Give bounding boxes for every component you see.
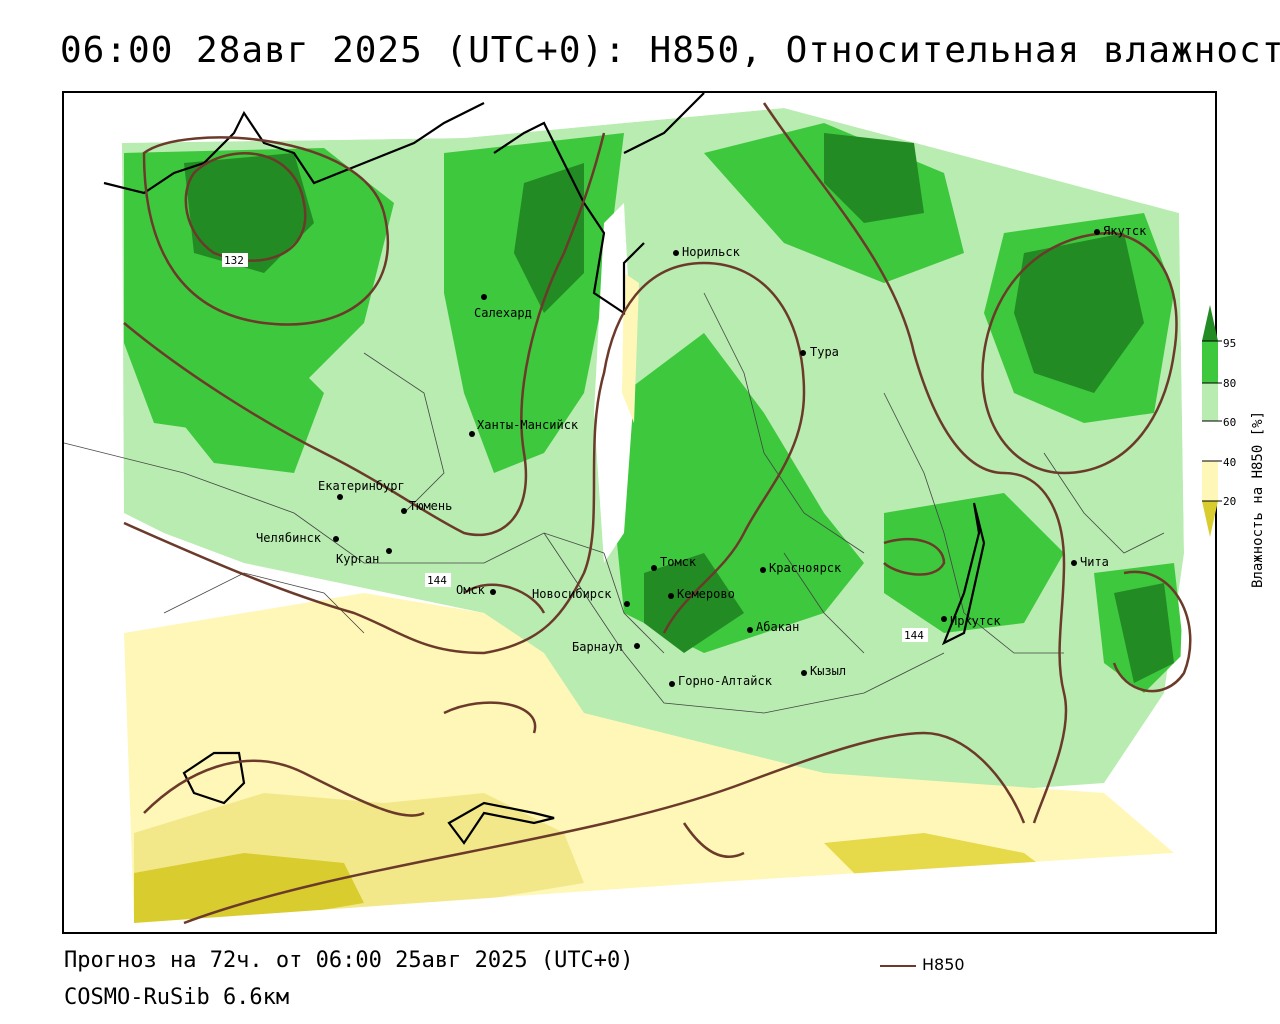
chart-title: 06:00 28авг 2025 (UTC+0): Н850, Относите… <box>60 30 1280 71</box>
city-label: Кызыл <box>810 664 846 678</box>
city-label: Тюмень <box>409 499 452 513</box>
city-tura: Тура <box>800 345 839 359</box>
city-label: Кемерово <box>677 587 735 601</box>
city-khanty-mansiysk: Ханты-Мансийск <box>469 418 579 437</box>
city-label: Барнаул <box>572 640 623 654</box>
city-tyumen: Тюмень <box>401 499 452 514</box>
city-label: Тура <box>810 345 839 359</box>
city-yakutsk: Якутск <box>1094 224 1147 238</box>
city-dot <box>481 294 487 300</box>
city-dot <box>624 601 630 607</box>
city-dot <box>801 670 807 676</box>
city-markers: Норильск Якутск Салехард Тура Ханты-Манс… <box>256 224 1147 688</box>
city-dot <box>490 589 496 595</box>
city-chelyabinsk: Челябинск <box>256 531 339 545</box>
city-krasnoyarsk: Красноярск <box>760 561 842 575</box>
city-label: Челябинск <box>256 531 322 545</box>
city-dot <box>669 681 675 687</box>
city-dot <box>673 250 679 256</box>
city-dot <box>1071 560 1077 566</box>
city-dot <box>941 616 947 622</box>
colorbar-tick: 95 <box>1223 337 1236 350</box>
city-label: Норильск <box>682 245 741 259</box>
city-dot <box>386 548 392 554</box>
model-name: COSMO-RuSib 6.6км <box>64 985 290 1010</box>
colorbar-80 <box>1202 341 1218 383</box>
colorbar-low <box>1202 501 1218 537</box>
city-dot <box>747 627 753 633</box>
city-salekhard: Салехард <box>474 294 532 320</box>
city-kemerovo: Кемерово <box>668 587 735 601</box>
city-label: Иркутск <box>950 614 1001 628</box>
city-omsk: Омск <box>456 583 496 597</box>
h850-contour <box>184 152 307 262</box>
city-kurgan: Курган <box>336 548 392 566</box>
contour-legend: H850 <box>880 955 965 974</box>
colorbar-20 <box>1202 461 1218 501</box>
colorbar-60 <box>1202 383 1218 421</box>
colorbar-title: Влажность на Н850 [%] <box>1250 410 1266 588</box>
city-dot <box>401 508 407 514</box>
city-gorno-altaysk: Горно-Алтайск <box>669 674 773 688</box>
city-norilsk: Норильск <box>673 245 741 259</box>
colorbar-tick: 20 <box>1223 495 1236 508</box>
city-dot <box>800 350 806 356</box>
city-dot <box>333 536 339 542</box>
city-novosibirsk: Новосибирск <box>532 587 630 607</box>
city-irkutsk: Иркутск <box>941 614 1001 628</box>
humidity-area-low <box>134 853 364 923</box>
city-label: Чита <box>1080 555 1109 569</box>
city-dot <box>668 593 674 599</box>
humidity-colorbar: 95 80 60 40 20 <box>1202 305 1236 537</box>
city-dot <box>469 431 475 437</box>
city-label: Горно-Алтайск <box>678 674 773 688</box>
colorbar-tick: 60 <box>1223 416 1236 429</box>
city-label: Курган <box>336 552 379 566</box>
colorbar-40 <box>1202 421 1218 461</box>
contour-label: 144 <box>904 629 924 642</box>
city-label: Томск <box>660 555 697 569</box>
city-label: Екатеринбург <box>318 479 405 493</box>
city-label: Омск <box>456 583 486 597</box>
city-chita: Чита <box>1071 555 1109 569</box>
humidity-map: 132 144 144 Норильск Якутск Салехард Тур… <box>62 91 1217 934</box>
city-dot <box>651 565 657 571</box>
city-label: Якутск <box>1103 224 1147 238</box>
contour-swatch <box>880 964 916 967</box>
city-tomsk: Томск <box>651 555 697 571</box>
contour-label: 144 <box>427 574 447 587</box>
city-label: Салехард <box>474 306 532 320</box>
colorbar-tick: 80 <box>1223 377 1236 390</box>
city-abakan: Абакан <box>747 620 799 634</box>
city-label: Ханты-Мансийск <box>477 418 579 432</box>
city-label: Красноярск <box>769 561 842 575</box>
coastline <box>103 102 485 195</box>
city-barnaul: Барнаул <box>572 640 640 654</box>
city-label: Абакан <box>756 620 799 634</box>
forecast-info: Прогноз на 72ч. от 06:00 25авг 2025 (UTC… <box>64 948 634 973</box>
colorbar-tick: 40 <box>1223 456 1236 469</box>
city-dot <box>760 567 766 573</box>
contour-legend-label: H850 <box>922 955 965 974</box>
city-label: Новосибирск <box>532 587 612 601</box>
city-kyzyl: Кызыл <box>801 664 846 678</box>
city-dot <box>1094 229 1100 235</box>
city-yekaterinburg: Екатеринбург <box>318 479 405 500</box>
city-dot <box>634 643 640 649</box>
contour-label: 132 <box>224 254 244 267</box>
humidity-area-95 <box>184 153 314 273</box>
colorbar-95 <box>1202 305 1218 341</box>
city-dot <box>337 494 343 500</box>
